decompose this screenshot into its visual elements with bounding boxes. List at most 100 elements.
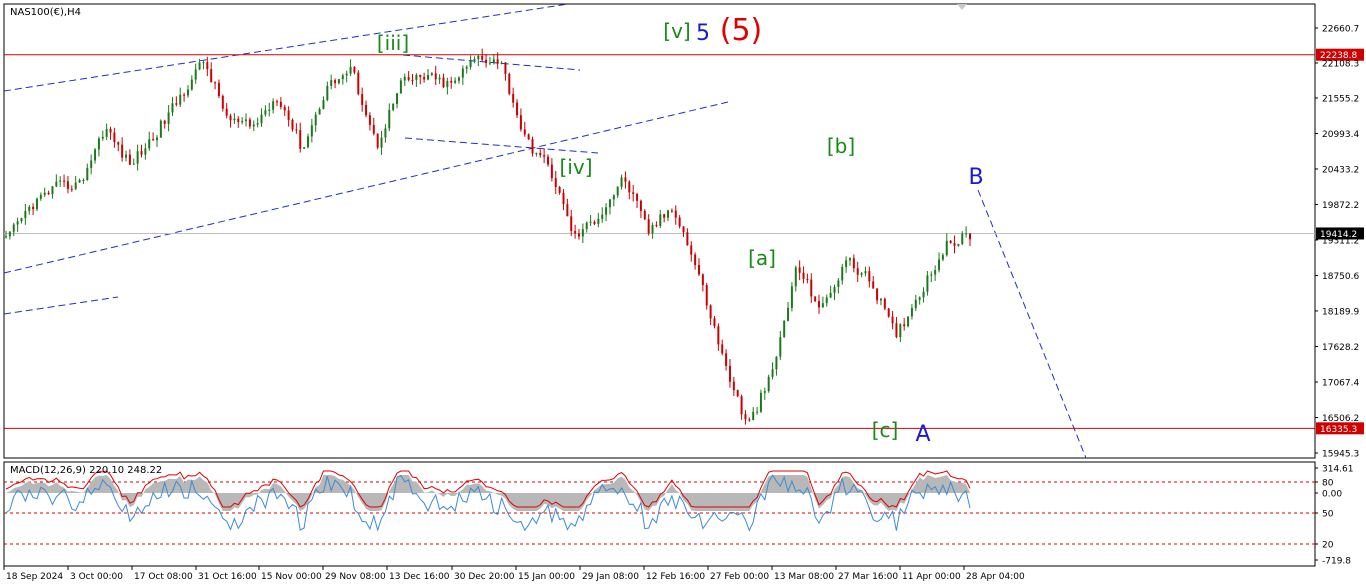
candle-body (636, 193, 639, 201)
trendline[interactable] (3, 3, 569, 92)
candle-body (690, 245, 693, 255)
candle-body (856, 268, 859, 275)
candle-body (334, 80, 337, 84)
candle-body (674, 210, 677, 218)
candle-body (930, 274, 933, 276)
chart-shift-marker[interactable] (957, 4, 967, 10)
candle-body (581, 229, 584, 237)
candle-body (926, 275, 929, 292)
candle-body (248, 119, 251, 127)
candle-body (190, 79, 193, 90)
candle-body (779, 337, 782, 357)
candle-body (434, 73, 437, 80)
current-price-label: 19414.2 (1320, 230, 1357, 240)
candle-body (28, 206, 31, 211)
candle-body (264, 110, 267, 115)
candle-body (198, 62, 201, 70)
level-price-tag (1316, 48, 1364, 61)
candle-body (787, 307, 790, 321)
candle-body (965, 233, 968, 235)
candle-body (872, 281, 875, 289)
chart-title: NAS100(€),H4 (10, 7, 81, 18)
candle-body (934, 270, 937, 275)
candle-body (500, 62, 503, 64)
wave-label: [a] (748, 246, 776, 270)
candle-body (876, 288, 879, 301)
candle-body (299, 130, 302, 149)
candle-body (829, 292, 832, 298)
price-tick-label: 15945.3 (1322, 450, 1359, 460)
price-tick-label: 17628.2 (1322, 343, 1359, 353)
time-tick-label: 29 Nov 08:00 (325, 572, 386, 582)
candle-body (957, 243, 960, 246)
candle-body (481, 55, 484, 60)
candle-body (74, 182, 77, 189)
candle-body (806, 278, 809, 280)
candle-body (802, 272, 805, 279)
candle-body (740, 396, 743, 415)
candle-body (574, 231, 577, 234)
price-tick-label: 17067.4 (1322, 378, 1359, 388)
candle-body (895, 323, 898, 338)
candle-body (225, 108, 228, 116)
candle-body (186, 89, 189, 96)
candle-body (818, 301, 821, 308)
candle-body (392, 103, 395, 110)
candle-body (767, 376, 770, 392)
price-axis: 22660.7 22108.3 21555.2 20993.4 20433.2 19872… (1315, 25, 1359, 460)
candle-body (941, 255, 944, 260)
candle-body (32, 206, 35, 210)
trendline[interactable] (3, 296, 119, 315)
candle-body (241, 120, 244, 123)
candle-body (365, 104, 368, 116)
candle-body (752, 411, 755, 421)
candle-body (744, 414, 747, 420)
time-tick-label: 3 Oct 00:00 (70, 572, 123, 582)
candle-body (903, 324, 906, 327)
candle-body (47, 192, 50, 195)
candle-body (593, 221, 596, 225)
candle-body (86, 167, 89, 181)
candle-body (492, 59, 495, 63)
candle-body (608, 199, 611, 208)
candle-body (438, 77, 441, 80)
macd-signal-line (5, 470, 971, 508)
candle-body (628, 181, 631, 193)
candle-body (891, 316, 894, 324)
candle-body (612, 195, 615, 200)
candle-body (686, 232, 689, 246)
candle-body (70, 188, 73, 190)
time-tick-label: 30 Dec 20:00 (454, 572, 515, 582)
time-tick-label: 15 Jan 00:00 (518, 572, 575, 582)
price-panel[interactable] (3, 3, 1316, 459)
candle-body (117, 142, 120, 145)
candle-body (291, 119, 294, 130)
candle-body (217, 82, 220, 97)
candle-body (535, 152, 538, 154)
candle-body (295, 129, 298, 131)
wave-label: 5 (696, 21, 710, 46)
candle-body (109, 128, 112, 133)
candle-body (214, 82, 217, 84)
macd-panel[interactable] (3, 461, 1316, 567)
time-tick-label: 31 Oct 16:00 (198, 572, 257, 582)
macd-axis: 314.61 800.00 50 20 -719.8 (1315, 465, 1354, 567)
trendline[interactable] (402, 54, 581, 71)
candle-body (175, 103, 178, 105)
candle-body (554, 178, 557, 187)
candle-body (372, 124, 375, 134)
candle-body (620, 177, 623, 187)
candle-body (283, 106, 286, 111)
wave-label: A (915, 422, 930, 447)
trendline[interactable] (3, 101, 729, 274)
candle-body (128, 154, 131, 165)
candle-body (194, 69, 197, 80)
time-tick-label: 17 Oct 08:00 (134, 572, 193, 582)
candle-body (566, 204, 569, 217)
candle-body (465, 66, 468, 69)
candle-body (632, 192, 635, 194)
candle-body (16, 221, 19, 225)
trendline[interactable] (977, 189, 1087, 459)
candle-body (485, 59, 488, 64)
